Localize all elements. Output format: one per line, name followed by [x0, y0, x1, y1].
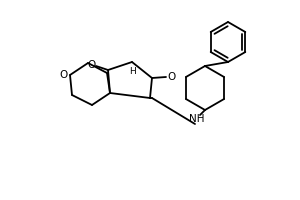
Text: O: O: [59, 70, 67, 80]
Text: NH: NH: [189, 114, 205, 124]
Text: H: H: [129, 66, 135, 75]
Text: O: O: [167, 72, 175, 82]
Text: O: O: [87, 60, 95, 70]
